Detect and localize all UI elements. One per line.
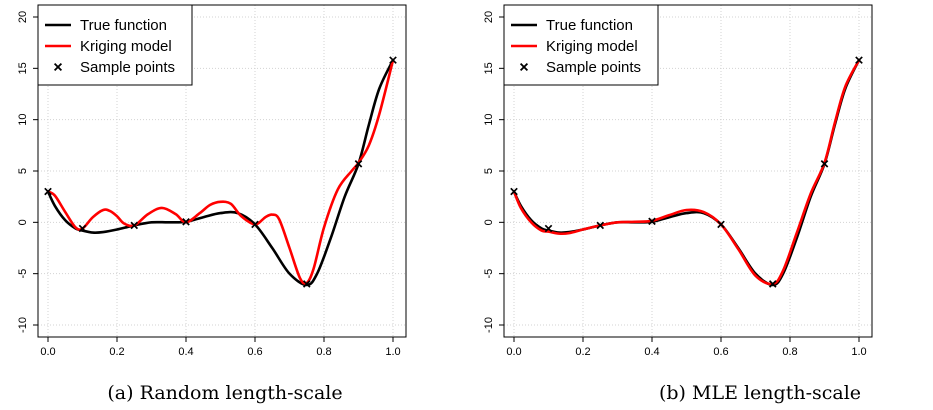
y-tick-label: 5	[17, 168, 29, 174]
x-tick-label: 0.0	[40, 346, 55, 358]
x-tick-label: 0.4	[178, 346, 193, 358]
sample-point-stroke	[596, 221, 605, 230]
sample-point-marker	[717, 220, 725, 229]
x-tick-label: 0.2	[575, 346, 590, 358]
sample-point-stroke	[820, 160, 829, 168]
kriging-model-line	[46, 58, 395, 285]
y-tick-label: -5	[483, 269, 495, 279]
y-tick-label: 20	[17, 11, 29, 23]
caption-random-length-scale: (a) Random length-scale	[107, 382, 343, 404]
x-tick-label: 0.6	[247, 346, 262, 358]
sample-point-stroke	[389, 56, 397, 64]
sample-point-stroke	[648, 217, 656, 226]
caption-mle-length-scale: (b) MLE length-scale	[658, 382, 862, 404]
y-tick-label: 10	[17, 114, 29, 126]
y-tick-label: 0	[483, 219, 495, 225]
y-tick-label: -10	[483, 317, 495, 333]
y-tick-label: -10	[17, 317, 29, 333]
x-tick-label: 0.2	[109, 346, 124, 358]
legend-true-function-label: True function	[546, 17, 633, 34]
sample-point-marker	[768, 280, 777, 288]
chart-panel-random-length-scale: 0.0 0.2 0.4 0.6 0.8 1.0 -10 -5 0 5 10 15 20 True func…	[17, 4, 407, 358]
y-tick-label: 15	[17, 62, 29, 74]
sample-point-marker	[510, 187, 518, 196]
legend: True function Kriging model Sample points	[37, 4, 193, 86]
sample-point-marker	[251, 220, 259, 229]
x-tick-label: 1.0	[385, 346, 400, 358]
sample-point-stroke	[510, 187, 518, 196]
legend-sample-points-label: Sample points	[546, 59, 641, 76]
sample-point-marker	[544, 224, 553, 233]
sample-point-stroke	[855, 56, 863, 64]
kriging-model-line	[512, 58, 861, 286]
sample-point-stroke	[78, 224, 87, 233]
x-tick-label: 1.0	[851, 346, 866, 358]
sample-point-stroke	[44, 187, 52, 196]
sample-point-marker	[648, 217, 656, 226]
legend-sample-points-swatch	[519, 62, 529, 72]
y-tick-label: -5	[17, 269, 29, 279]
sample-point-stroke	[130, 221, 139, 230]
sample-point-marker	[596, 221, 605, 230]
legend-true-function-label: True function	[80, 17, 167, 34]
sample-point-marker	[182, 218, 190, 226]
x-tick-label: 0.8	[782, 346, 797, 358]
legend-kriging-model-label: Kriging model	[80, 38, 172, 55]
y-tick-label: 5	[483, 168, 495, 174]
sample-point-stroke	[717, 220, 725, 229]
legend-sample-points-label: Sample points	[80, 59, 175, 76]
chart-panel-mle-length-scale: 0.0 0.2 0.4 0.6 0.8 1.0 -10 -5 0 5 10 15 20 True func…	[483, 4, 873, 358]
true-function-line	[512, 58, 861, 287]
y-tick-label: 15	[483, 62, 495, 74]
sample-point-stroke	[302, 280, 311, 288]
sample-point-stroke	[251, 220, 259, 229]
sample-point-marker	[354, 160, 363, 168]
sample-point-stroke	[544, 224, 553, 233]
legend: True function Kriging model Sample points	[503, 4, 659, 86]
x-tick-label: 0.6	[713, 346, 728, 358]
sample-point-marker	[302, 280, 311, 288]
x-tick-label: 0.4	[644, 346, 659, 358]
y-tick-label: 10	[483, 114, 495, 126]
legend-sample-points-swatch	[53, 62, 63, 72]
legend-kriging-model-label: Kriging model	[546, 38, 638, 55]
x-tick-label: 0.8	[316, 346, 331, 358]
sample-point-stroke	[354, 160, 363, 168]
sample-point-marker	[820, 160, 829, 168]
sample-point-marker	[855, 56, 863, 64]
sample-point-marker	[44, 187, 52, 196]
true-function-line	[46, 58, 395, 287]
sample-point-marker	[78, 224, 87, 233]
y-tick-label: 0	[17, 219, 29, 225]
x-tick-label: 0.0	[506, 346, 521, 358]
sample-point-marker	[130, 221, 139, 230]
y-tick-label: 20	[483, 11, 495, 23]
sample-point-marker	[389, 56, 397, 64]
sample-point-stroke	[768, 280, 777, 288]
sample-point-stroke	[182, 218, 190, 226]
